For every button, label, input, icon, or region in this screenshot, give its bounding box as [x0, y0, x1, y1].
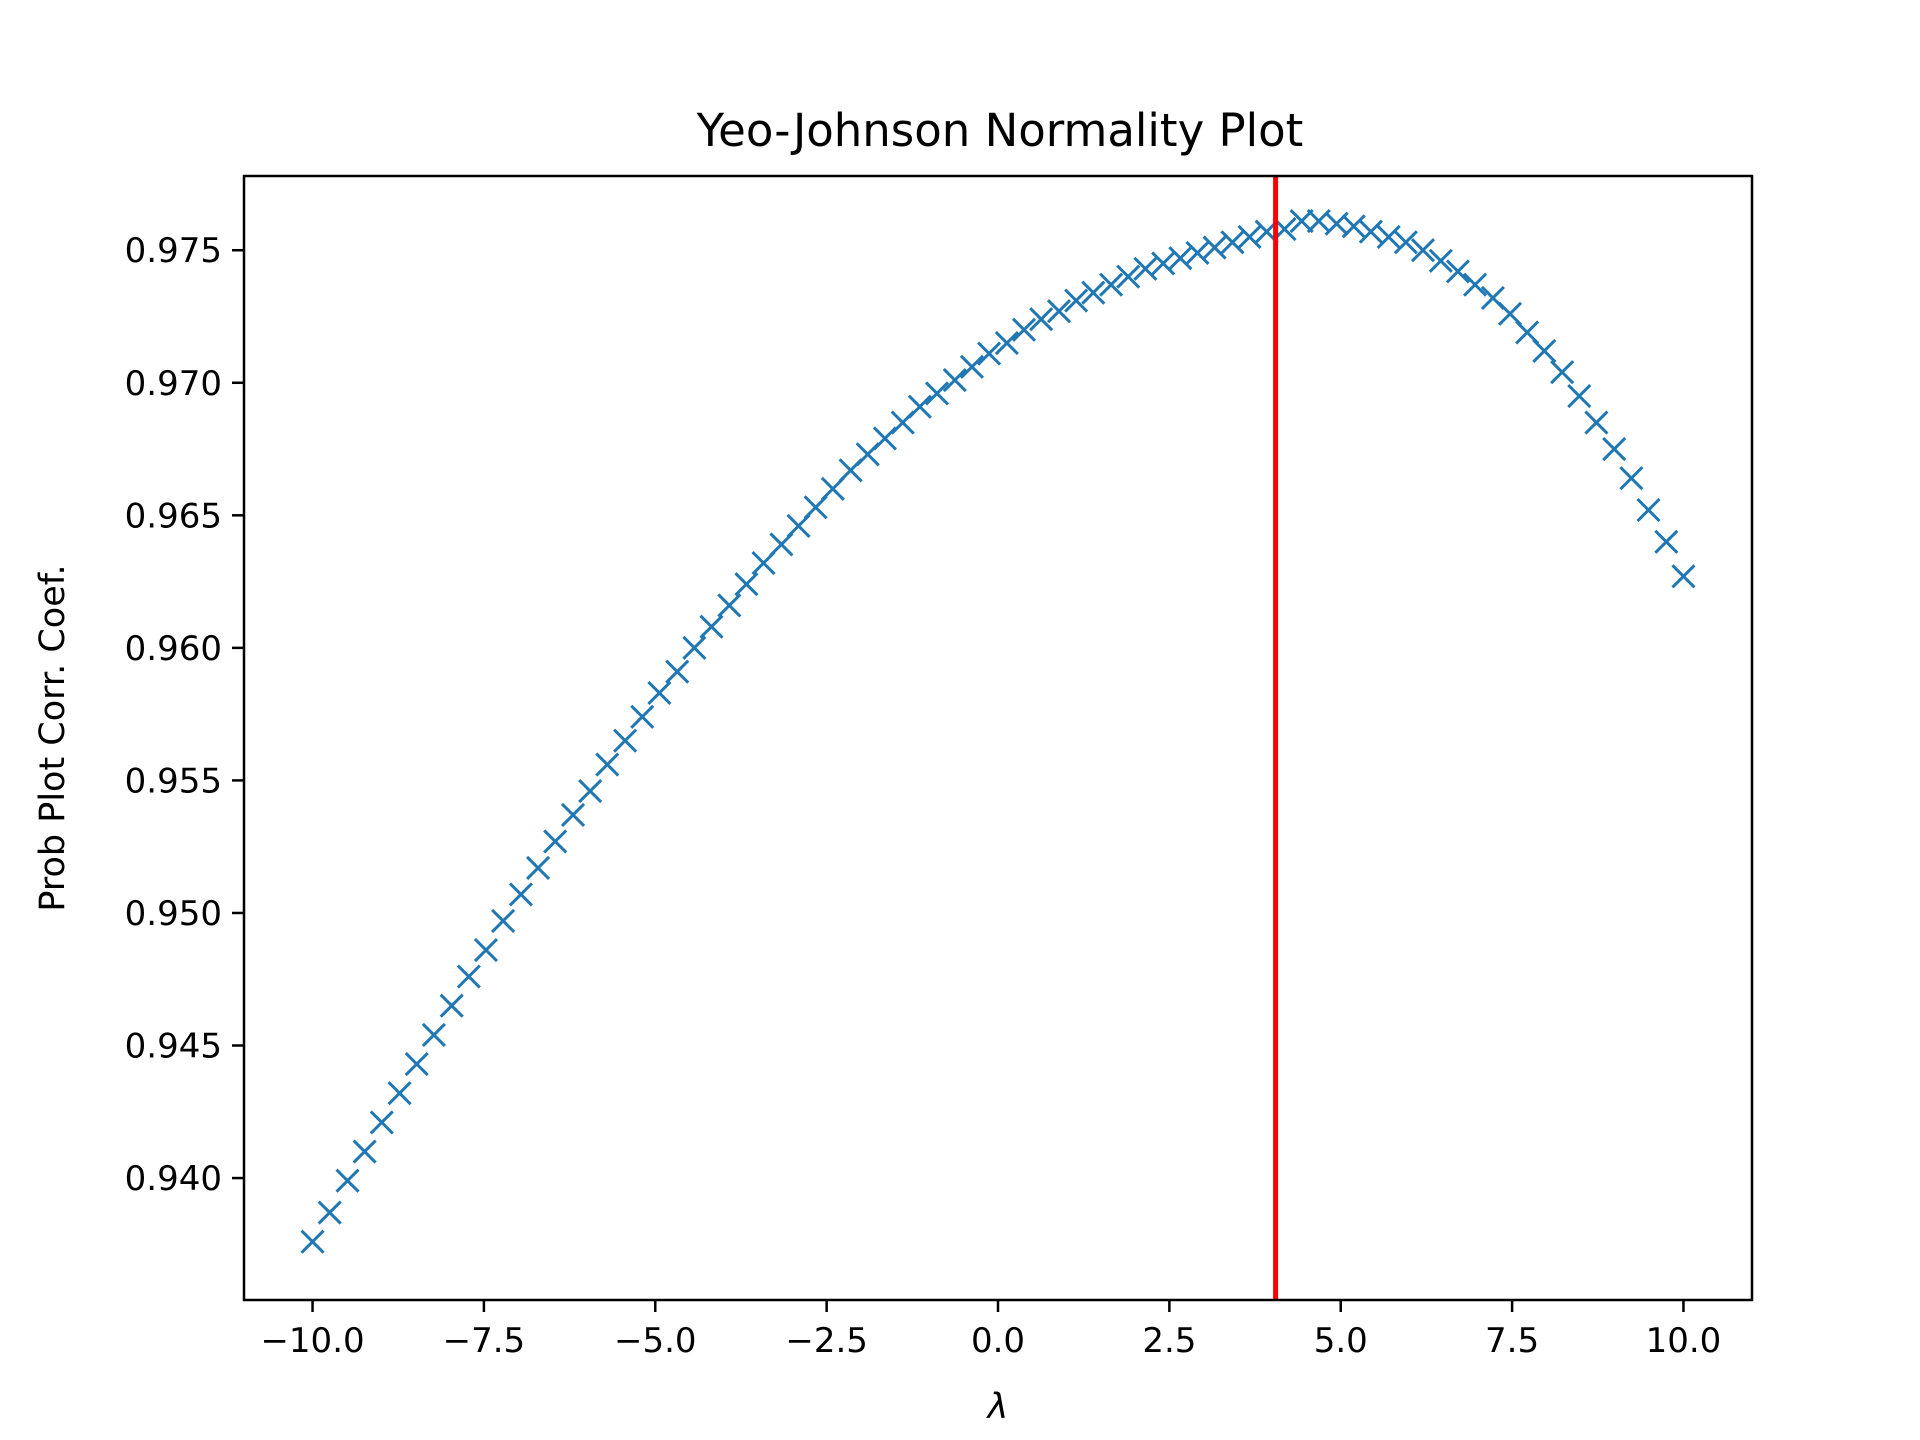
y-tick-label: 0.970 [125, 364, 222, 404]
data-point [1550, 360, 1575, 385]
data-point [456, 964, 481, 989]
data-point [1393, 230, 1418, 255]
x-tick-label: 5.0 [1314, 1321, 1368, 1361]
y-axis-label: Prob Plot Corr. Coef. [33, 564, 73, 911]
data-point [717, 593, 742, 618]
chart-title: Yeo-Johnson Normality Plot [696, 104, 1304, 157]
data-point [595, 752, 620, 777]
data-point [1567, 383, 1592, 409]
data-point [1151, 251, 1176, 276]
data-point [1584, 410, 1609, 435]
data-point [473, 938, 499, 963]
data-point [699, 614, 724, 639]
data-point [665, 659, 690, 684]
data-point [1220, 230, 1245, 255]
data-point [942, 368, 967, 393]
y-tick-label: 0.945 [125, 1027, 222, 1067]
data-point [1358, 219, 1383, 244]
data-point [1168, 246, 1193, 271]
data-point [404, 1052, 429, 1077]
data-point [1671, 564, 1696, 589]
data-point [647, 680, 672, 705]
data-point [1636, 497, 1661, 523]
data-point [335, 1168, 360, 1193]
data-point [907, 394, 932, 419]
data-point [1116, 264, 1141, 289]
data-point [1289, 209, 1314, 234]
data-point [560, 802, 586, 827]
data-point [1602, 436, 1627, 462]
data-point [1029, 307, 1054, 332]
x-tick-label: 7.5 [1485, 1321, 1539, 1361]
data-point [613, 728, 638, 753]
x-tick-label: −10.0 [260, 1321, 364, 1361]
data-point [1428, 248, 1453, 273]
x-tick-label: 2.5 [1142, 1321, 1196, 1361]
marks-layer [300, 176, 1696, 1300]
data-point [682, 635, 707, 660]
data-point [300, 1229, 325, 1254]
data-point [543, 829, 568, 854]
data-point [1202, 235, 1227, 260]
data-point [1654, 529, 1679, 554]
data-point [439, 993, 464, 1018]
data-point [630, 704, 655, 729]
data-point [924, 381, 950, 406]
data-point [1410, 238, 1436, 263]
data-point [1619, 466, 1644, 491]
data-point [1099, 272, 1124, 297]
data-point [1046, 299, 1072, 324]
x-tick-label: −5.0 [614, 1321, 697, 1361]
y-tick-label: 0.960 [125, 629, 222, 669]
y-tick-label: 0.940 [125, 1159, 222, 1199]
data-point [734, 572, 759, 597]
data-point [959, 354, 985, 379]
y-tick-label: 0.955 [125, 761, 222, 801]
y-tick-label: 0.950 [125, 894, 222, 934]
data-point [1185, 240, 1210, 265]
data-point [1081, 280, 1106, 305]
data-point [1341, 214, 1366, 239]
y-tick-label: 0.975 [125, 231, 222, 271]
data-point [578, 778, 603, 804]
data-point [525, 855, 551, 880]
data-point [317, 1200, 342, 1225]
data-point [994, 330, 1019, 356]
data-point [1463, 272, 1488, 297]
x-tick-label: −2.5 [785, 1321, 868, 1361]
x-tick-label: 0.0 [971, 1321, 1025, 1361]
y-tick-label: 0.965 [125, 496, 222, 536]
data-point [1064, 288, 1089, 313]
data-point [369, 1110, 394, 1135]
data-point [491, 908, 516, 933]
data-point [421, 1022, 446, 1047]
data-point [1445, 259, 1471, 284]
x-tick-label: 10.0 [1646, 1321, 1722, 1361]
data-point [352, 1139, 377, 1164]
data-point [977, 341, 1002, 366]
y-axis: 0.940 0.945 0.950 0.955 0.960 0.965 0.970 0.975 [125, 231, 244, 1199]
data-point [1376, 224, 1401, 250]
data-point [1133, 256, 1158, 281]
data-point [1011, 317, 1037, 342]
data-point [387, 1081, 412, 1106]
data-point [508, 882, 533, 907]
x-tick-label: −7.5 [443, 1321, 526, 1361]
data-point [1532, 338, 1557, 364]
data-point [1237, 224, 1262, 250]
x-axis: −10.0 −7.5 −5.0 −2.5 0.0 2.5 5.0 7.5 10.0 [260, 1300, 1721, 1361]
x-axis-label: λ [986, 1387, 1009, 1427]
